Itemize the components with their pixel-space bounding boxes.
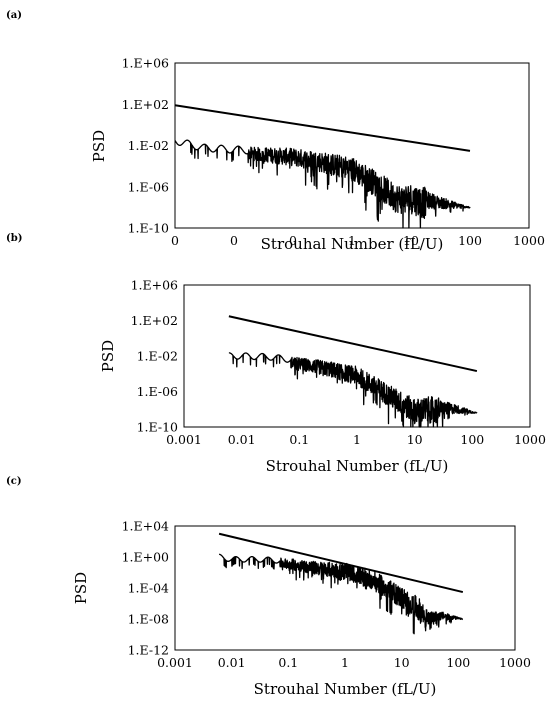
psd-spectrum-line-b: [228, 352, 478, 428]
x-tick-label: 100: [460, 432, 484, 447]
y-axis-title-c: PSD: [72, 572, 90, 604]
panel-c: (c) 1.E+04 1.E+00 1.E-04 1.E-08 1.E-12 0.001…: [6, 476, 531, 698]
panel-a: (a) 1.E+06 1.E+02 1.E-02 1.E-06 1.E-10 0 0 0 1 1…: [6, 10, 545, 253]
x-tick-labels-c: 0.001 0.01 0.1 1 10 100 1000: [157, 655, 531, 670]
y-tick-label: 1.E-04: [128, 581, 169, 596]
x-tick-label: 0.1: [278, 655, 298, 670]
psd-spectrum-line-a: [174, 139, 471, 229]
y-tick-labels-a: 1.E+06 1.E+02 1.E-02 1.E-06 1.E-10: [122, 56, 169, 236]
x-tick-label: 1: [348, 233, 356, 248]
x-tick-label: 10: [403, 233, 419, 248]
panel-b: (b) 1.E+06 1.E+02 1.E-02 1.E-06 1.E-10 0.001…: [6, 233, 546, 475]
reference-slope-line-c: [218, 532, 464, 594]
y-tick-label: 1.E-10: [128, 221, 169, 236]
y-tick-label: 1.E-06: [128, 179, 169, 194]
panel-label-c: (c): [6, 476, 22, 487]
y-axis-title-b: PSD: [99, 340, 117, 372]
y-tick-label: 1.E-02: [137, 349, 178, 364]
x-tick-label: 0.001: [157, 655, 193, 670]
x-tick-label: 0: [171, 233, 179, 248]
y-axis-title-a: PSD: [90, 130, 108, 162]
y-tick-label: 1.E-02: [128, 138, 169, 153]
x-axis-title-a: Strouhal Number (fL/U): [261, 235, 444, 253]
series-group-b: [228, 315, 478, 428]
y-tick-label: 1.E-12: [128, 643, 169, 658]
y-tick-label: 1.E+02: [122, 97, 169, 112]
y-tick-label: 1.E+00: [122, 550, 169, 565]
series-group-a: [174, 104, 471, 229]
reference-slope-line-b: [228, 315, 478, 373]
x-tick-label: 0.1: [289, 432, 309, 447]
x-tick-label: 0.01: [218, 655, 246, 670]
x-tick-label: 100: [446, 655, 470, 670]
x-tick-label: 1000: [514, 432, 546, 447]
psd-spectrum-line-c: [218, 553, 464, 635]
y-tick-labels-b: 1.E+06 1.E+02 1.E-02 1.E-06 1.E-10: [131, 278, 178, 435]
y-tick-label: 1.E+02: [131, 313, 178, 328]
reference-slope-line-a: [174, 104, 471, 152]
x-tick-label: 0.001: [166, 432, 202, 447]
x-tick-label: 0: [230, 233, 238, 248]
x-tick-label: 1000: [513, 233, 545, 248]
plot-area-a: [174, 62, 530, 229]
x-tick-label: 10: [407, 432, 423, 447]
y-tick-labels-c: 1.E+04 1.E+00 1.E-04 1.E-08 1.E-12: [122, 519, 169, 658]
y-tick-label: 1.E+06: [131, 278, 178, 293]
x-tick-label: 1: [341, 655, 349, 670]
x-tick-label: 100: [458, 233, 482, 248]
y-tick-label: 1.E-08: [128, 612, 169, 627]
x-tick-label: 1000: [499, 655, 531, 670]
plot-area-c: [174, 525, 516, 651]
y-tick-label: 1.E-06: [137, 384, 178, 399]
y-tick-label: 1.E+04: [122, 519, 169, 534]
x-axis-title-c: Strouhal Number (fL/U): [254, 680, 437, 698]
panel-label-b: (b): [6, 233, 22, 244]
x-tick-labels-a: 0 0 0 1 10 100 1000: [171, 233, 545, 248]
x-tick-label: 0.01: [228, 432, 256, 447]
plot-area-b: [183, 284, 531, 428]
y-tick-label: 1.E+06: [122, 56, 169, 71]
series-group-c: [218, 532, 464, 635]
x-tick-label: 10: [394, 655, 410, 670]
x-tick-label: 1: [353, 432, 361, 447]
panel-label-a: (a): [6, 10, 22, 21]
x-tick-label: 0: [289, 233, 297, 248]
x-axis-title-b: Strouhal Number (fL/U): [266, 457, 449, 475]
x-tick-labels-b: 0.001 0.01 0.1 1 10 100 1000: [166, 432, 546, 447]
y-tick-label: 1.E-10: [137, 420, 178, 435]
